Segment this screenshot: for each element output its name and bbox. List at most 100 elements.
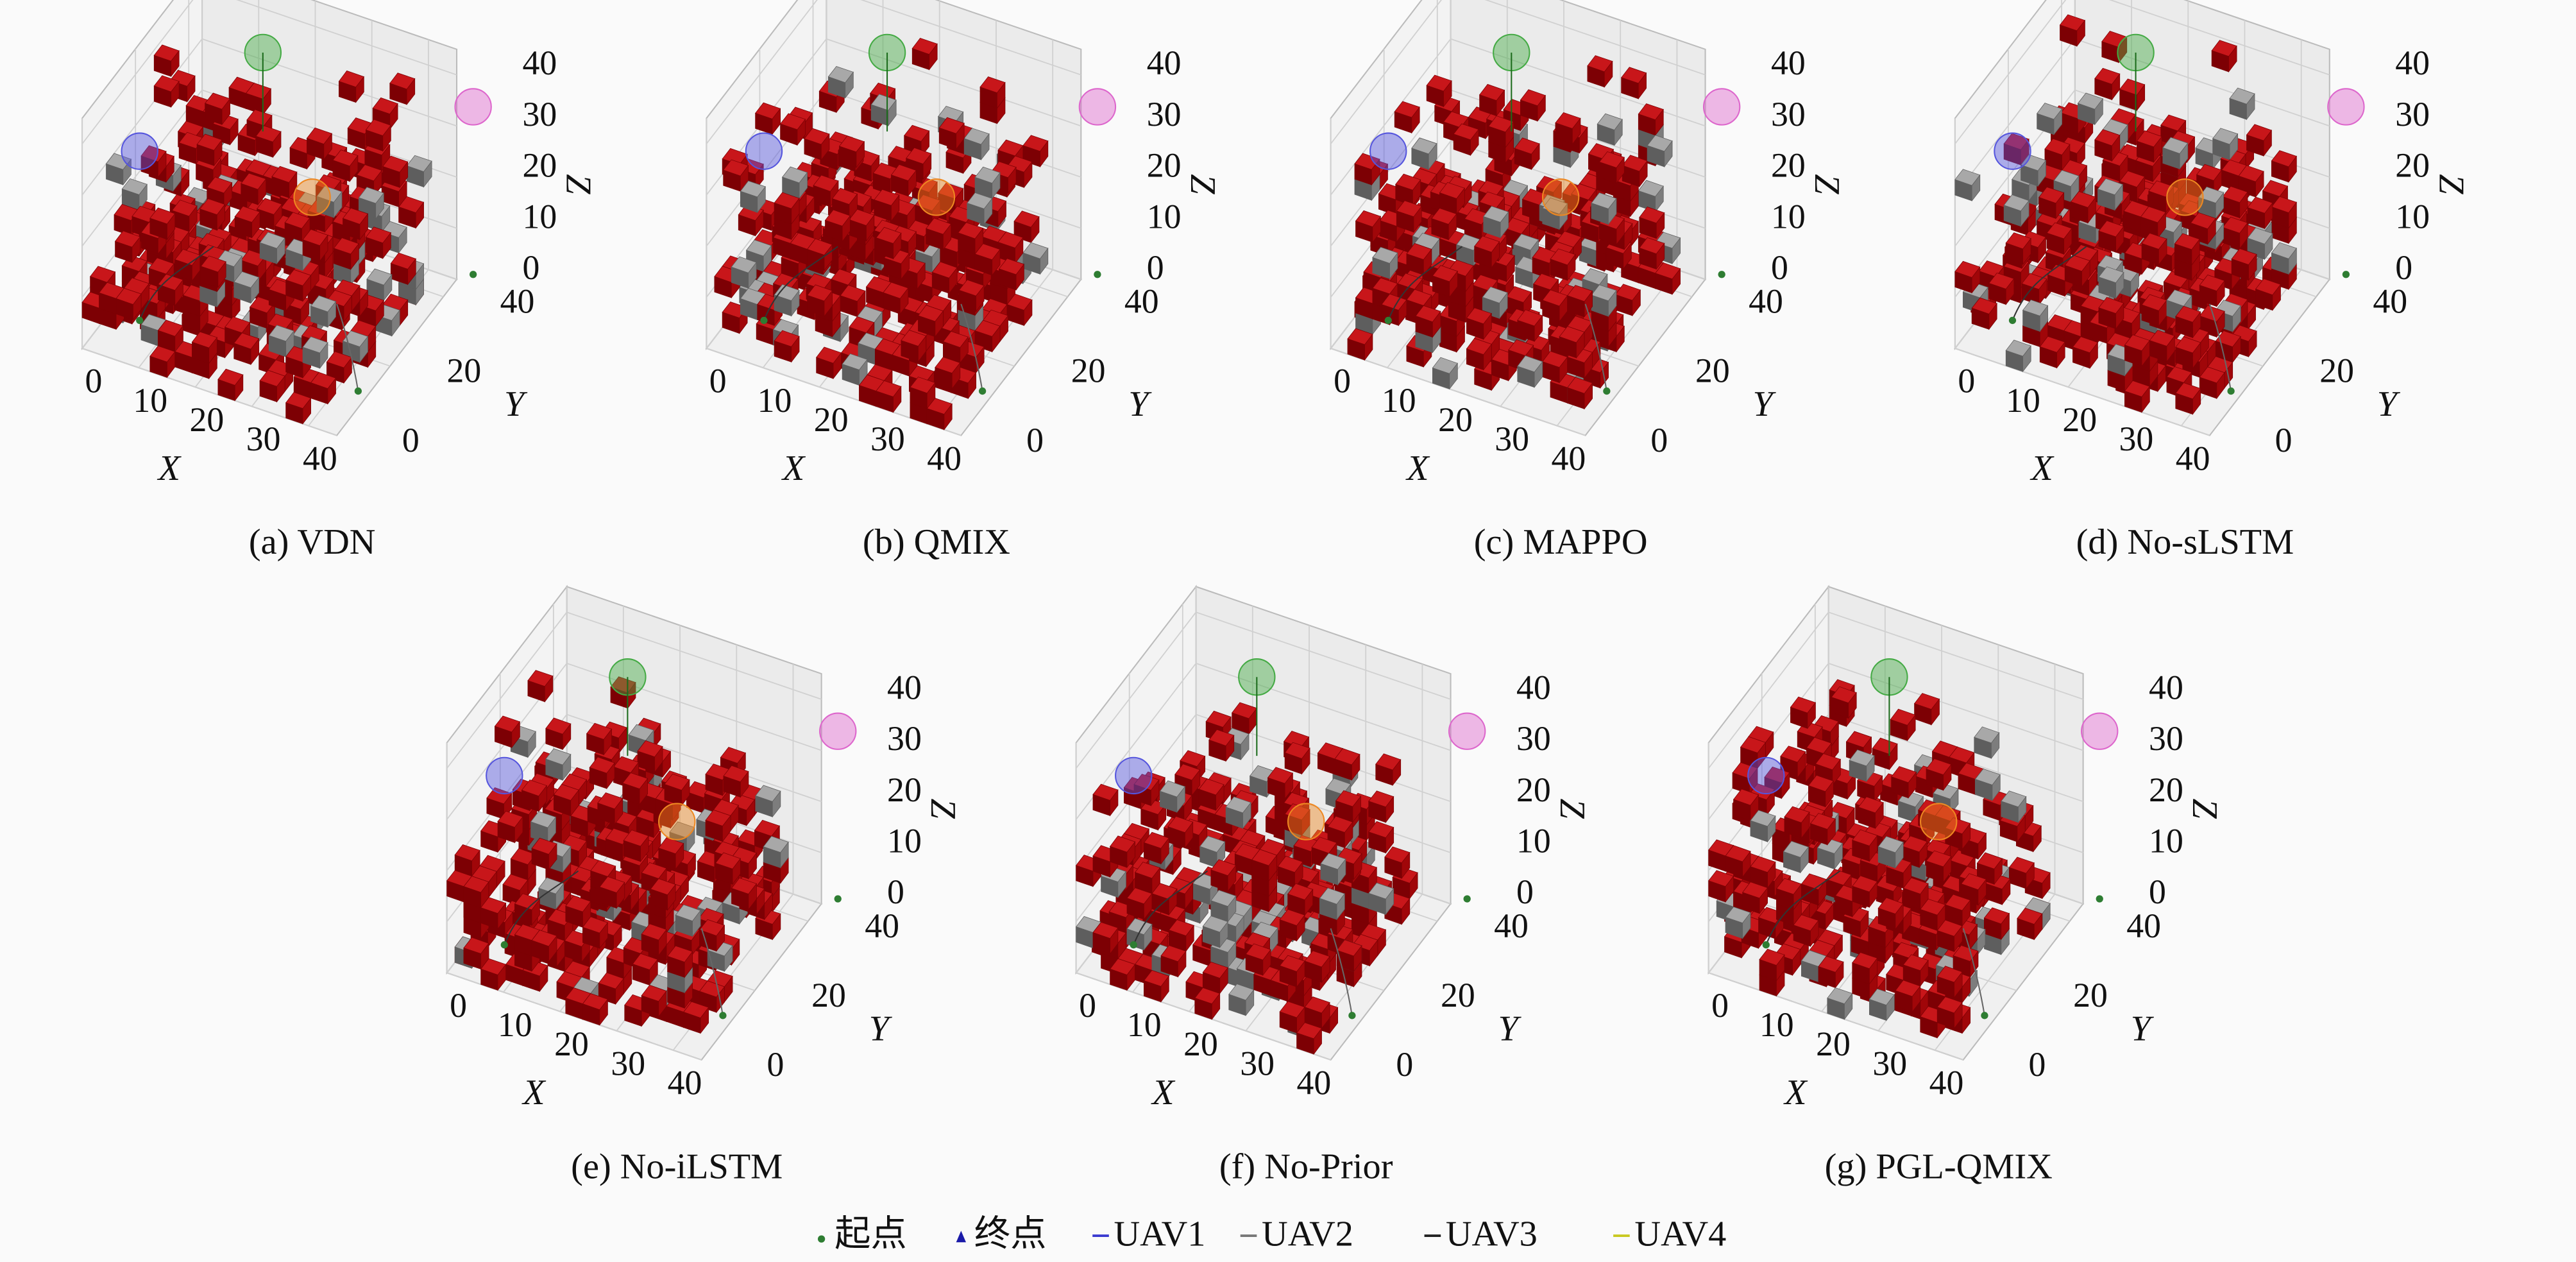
voxel-side bbox=[920, 130, 930, 158]
goal-region bbox=[917, 178, 956, 216]
voxel-side bbox=[929, 43, 938, 71]
x-tick-label: 0 bbox=[1334, 362, 1351, 400]
voxel-side bbox=[407, 258, 416, 286]
y-axis-label: Y bbox=[1753, 384, 1777, 424]
y-axis-label: Y bbox=[869, 1009, 893, 1048]
z-tick-label: 0 bbox=[522, 248, 539, 287]
z-tick-label: 10 bbox=[1516, 822, 1551, 860]
y-tick-label: 20 bbox=[1695, 352, 1730, 390]
voxel-side bbox=[382, 124, 391, 152]
voxel-side bbox=[382, 232, 391, 260]
x-axis-label: X bbox=[521, 1073, 547, 1113]
y-tick-label: 0 bbox=[402, 421, 419, 459]
voxel-side bbox=[221, 98, 230, 126]
voxel-side bbox=[216, 203, 226, 231]
z-tick-label: 30 bbox=[887, 719, 922, 758]
voxel-side bbox=[343, 295, 352, 323]
z-axis-label: Z bbox=[2431, 174, 2471, 194]
voxel-side bbox=[349, 155, 359, 182]
x-tick-label: 0 bbox=[709, 362, 727, 400]
x-tick-label: 20 bbox=[190, 400, 225, 439]
z-tick-label: 30 bbox=[1771, 95, 1806, 133]
voxel-side bbox=[187, 75, 196, 103]
y-tick-label: 40 bbox=[1124, 282, 1159, 321]
voxel-side bbox=[327, 300, 336, 328]
z-tick-label: 30 bbox=[522, 95, 557, 133]
voxel-side bbox=[171, 50, 180, 78]
start-point bbox=[1718, 271, 1725, 278]
z-axis-label: Z bbox=[1807, 174, 1847, 194]
y-tick-label: 20 bbox=[811, 976, 846, 1014]
start-point bbox=[1384, 316, 1392, 325]
voxel-side bbox=[820, 133, 830, 161]
voxel-side bbox=[334, 191, 343, 219]
voxel-side bbox=[158, 150, 167, 178]
voxel-side bbox=[171, 80, 180, 108]
voxel-side bbox=[167, 212, 176, 241]
y-tick-label: 20 bbox=[1071, 352, 1106, 390]
voxel-side bbox=[797, 118, 806, 146]
x-tick-label: 20 bbox=[1183, 1025, 1218, 1063]
z-tick-label: 40 bbox=[2395, 44, 2430, 82]
x-tick-label: 30 bbox=[870, 420, 905, 458]
start-point bbox=[2008, 316, 2017, 325]
x-tick-label: 10 bbox=[133, 381, 167, 420]
x-tick-label: 10 bbox=[1127, 1005, 1162, 1044]
x-tick-label: 40 bbox=[2176, 439, 2210, 477]
goal-region bbox=[2327, 88, 2365, 126]
y-tick-label: 0 bbox=[1026, 421, 1044, 459]
z-tick-label: 0 bbox=[1771, 248, 1788, 287]
x-tick-label: 0 bbox=[450, 986, 467, 1025]
voxel-side bbox=[359, 289, 368, 318]
caption: (a) VDN bbox=[249, 522, 376, 562]
grid-line bbox=[236, 0, 457, 76]
z-tick-label: 30 bbox=[1516, 719, 1551, 758]
x-tick-label: 30 bbox=[2119, 420, 2154, 458]
voxel-side bbox=[389, 103, 398, 130]
voxel-side bbox=[997, 81, 1006, 109]
y-tick-label: 40 bbox=[1749, 282, 1783, 321]
voxel-side bbox=[192, 254, 201, 282]
voxel-side bbox=[772, 108, 781, 135]
y-axis-label: Y bbox=[504, 384, 528, 424]
z-tick-label: 10 bbox=[887, 822, 922, 860]
z-tick-label: 10 bbox=[2395, 197, 2430, 235]
x-tick-label: 10 bbox=[1382, 381, 1416, 420]
x-tick-label: 10 bbox=[498, 1005, 532, 1044]
voxel-side bbox=[189, 205, 198, 233]
goal-region bbox=[121, 132, 158, 170]
x-tick-label: 30 bbox=[1240, 1044, 1275, 1082]
start-point bbox=[834, 895, 842, 903]
z-tick-label: 30 bbox=[1147, 95, 1182, 133]
voxel-side bbox=[415, 262, 424, 291]
x-tick-label: 0 bbox=[1958, 362, 1975, 400]
z-tick-label: 0 bbox=[887, 873, 904, 911]
z-tick-label: 10 bbox=[522, 197, 557, 235]
grid-line bbox=[706, 0, 818, 144]
uav-path bbox=[139, 246, 214, 321]
voxel-side bbox=[391, 309, 400, 337]
z-tick-label: 20 bbox=[2395, 146, 2430, 185]
uav-path bbox=[336, 303, 359, 391]
voxel-side bbox=[319, 234, 328, 262]
x-axis-label: X bbox=[2029, 448, 2055, 488]
x-tick-label: 0 bbox=[85, 362, 103, 400]
voxel-side bbox=[423, 160, 432, 188]
voxel-side bbox=[131, 235, 140, 264]
start-point bbox=[470, 271, 477, 278]
z-tick-label: 20 bbox=[887, 771, 922, 809]
z-tick-label: 0 bbox=[2395, 248, 2412, 287]
z-tick-label: 40 bbox=[887, 668, 922, 706]
voxel-side bbox=[180, 169, 190, 197]
voxel-side bbox=[755, 209, 764, 237]
goal-region bbox=[745, 132, 783, 170]
start-point bbox=[2227, 387, 2235, 395]
voxel-side bbox=[359, 213, 368, 241]
voxel-side bbox=[214, 139, 223, 167]
goal-region bbox=[1541, 178, 1580, 216]
